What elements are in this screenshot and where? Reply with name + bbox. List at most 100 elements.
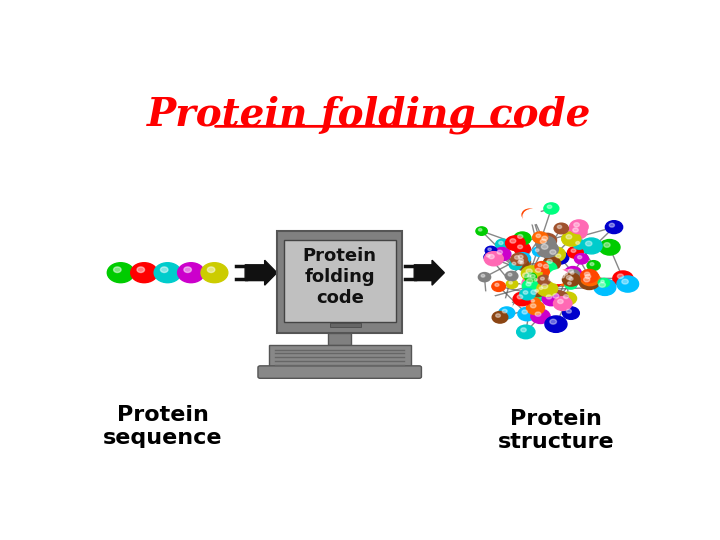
Circle shape bbox=[584, 278, 590, 282]
Circle shape bbox=[573, 228, 578, 232]
Circle shape bbox=[495, 284, 499, 286]
Circle shape bbox=[568, 269, 573, 273]
Circle shape bbox=[535, 289, 539, 292]
Circle shape bbox=[515, 259, 528, 269]
Circle shape bbox=[569, 225, 587, 239]
Circle shape bbox=[562, 307, 580, 319]
Circle shape bbox=[515, 255, 519, 259]
Circle shape bbox=[505, 272, 518, 281]
Circle shape bbox=[510, 253, 527, 265]
Circle shape bbox=[535, 312, 541, 316]
Circle shape bbox=[533, 247, 545, 256]
Circle shape bbox=[541, 284, 548, 288]
Circle shape bbox=[497, 250, 503, 254]
Circle shape bbox=[599, 240, 620, 255]
Circle shape bbox=[201, 263, 228, 282]
Circle shape bbox=[514, 242, 531, 255]
Circle shape bbox=[532, 288, 544, 296]
Circle shape bbox=[552, 252, 569, 264]
Circle shape bbox=[508, 273, 512, 276]
Circle shape bbox=[516, 256, 531, 268]
Circle shape bbox=[549, 277, 554, 281]
Circle shape bbox=[569, 277, 573, 280]
Text: Protein
sequence: Protein sequence bbox=[103, 405, 222, 448]
Circle shape bbox=[547, 205, 552, 208]
Circle shape bbox=[548, 291, 568, 306]
Circle shape bbox=[518, 245, 523, 248]
Bar bbox=[284, 240, 396, 322]
Circle shape bbox=[549, 270, 568, 284]
Circle shape bbox=[563, 272, 567, 275]
Circle shape bbox=[528, 298, 540, 307]
Circle shape bbox=[519, 259, 523, 262]
Circle shape bbox=[547, 259, 552, 264]
Circle shape bbox=[557, 299, 563, 303]
Circle shape bbox=[131, 263, 158, 282]
Bar bbox=[269, 345, 411, 368]
Circle shape bbox=[536, 234, 541, 238]
Circle shape bbox=[489, 254, 494, 259]
Circle shape bbox=[526, 279, 533, 283]
Circle shape bbox=[499, 241, 503, 245]
Circle shape bbox=[526, 211, 530, 215]
FancyArrow shape bbox=[414, 260, 444, 285]
Circle shape bbox=[570, 272, 574, 274]
Circle shape bbox=[517, 325, 535, 339]
Circle shape bbox=[600, 280, 604, 283]
Circle shape bbox=[543, 257, 561, 270]
Circle shape bbox=[571, 249, 576, 252]
Text: Protein
folding
code: Protein folding code bbox=[302, 247, 377, 307]
Circle shape bbox=[606, 221, 623, 234]
Circle shape bbox=[545, 316, 567, 332]
Circle shape bbox=[541, 236, 547, 240]
Circle shape bbox=[178, 263, 204, 282]
Circle shape bbox=[207, 267, 215, 273]
Circle shape bbox=[184, 267, 192, 273]
Circle shape bbox=[565, 280, 577, 289]
Text: Protein folding code: Protein folding code bbox=[147, 96, 591, 134]
Circle shape bbox=[541, 245, 548, 249]
Circle shape bbox=[570, 220, 588, 234]
Circle shape bbox=[546, 295, 552, 299]
Circle shape bbox=[482, 294, 487, 298]
Circle shape bbox=[559, 292, 577, 305]
Circle shape bbox=[518, 255, 523, 259]
FancyArrow shape bbox=[245, 260, 277, 285]
Circle shape bbox=[538, 233, 557, 247]
Circle shape bbox=[492, 312, 508, 323]
Circle shape bbox=[531, 304, 536, 308]
Circle shape bbox=[567, 282, 571, 285]
Circle shape bbox=[553, 294, 559, 298]
Circle shape bbox=[503, 309, 507, 313]
Circle shape bbox=[613, 271, 633, 286]
Circle shape bbox=[518, 234, 523, 238]
Circle shape bbox=[531, 309, 550, 323]
Circle shape bbox=[544, 265, 549, 268]
Circle shape bbox=[495, 239, 510, 250]
Circle shape bbox=[554, 296, 572, 310]
Circle shape bbox=[585, 272, 590, 276]
Circle shape bbox=[487, 254, 490, 257]
Circle shape bbox=[488, 248, 491, 251]
Circle shape bbox=[544, 203, 559, 214]
Circle shape bbox=[537, 281, 557, 296]
Circle shape bbox=[594, 279, 616, 295]
Circle shape bbox=[528, 212, 534, 217]
Circle shape bbox=[557, 225, 562, 228]
Circle shape bbox=[536, 285, 548, 294]
Circle shape bbox=[549, 269, 564, 281]
Circle shape bbox=[484, 253, 495, 261]
Circle shape bbox=[479, 228, 482, 231]
Circle shape bbox=[604, 242, 610, 247]
Circle shape bbox=[513, 292, 531, 306]
Circle shape bbox=[114, 267, 121, 273]
Circle shape bbox=[567, 270, 580, 279]
Circle shape bbox=[521, 328, 526, 332]
Circle shape bbox=[585, 241, 592, 246]
Circle shape bbox=[562, 232, 581, 246]
Circle shape bbox=[509, 281, 513, 284]
Circle shape bbox=[536, 236, 556, 251]
Bar bbox=[277, 231, 402, 333]
Circle shape bbox=[575, 254, 588, 264]
Circle shape bbox=[567, 275, 572, 280]
